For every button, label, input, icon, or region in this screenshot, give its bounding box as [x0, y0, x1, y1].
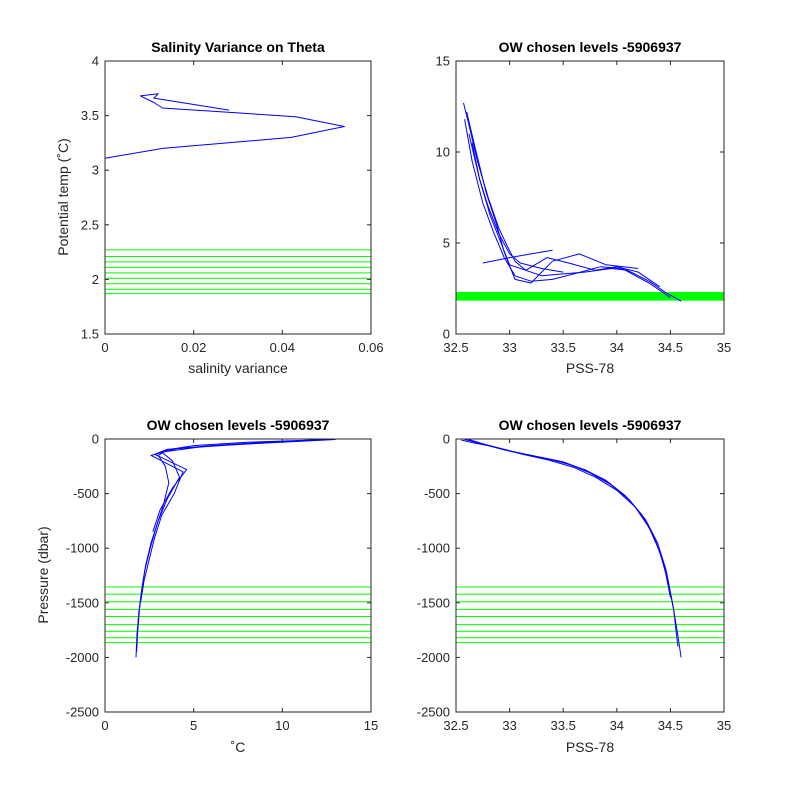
- panel-2-axes-box: [455, 60, 725, 335]
- panel-2-x-tick-label: 33: [502, 340, 516, 355]
- panel-1-x-tick-label: 0: [101, 340, 108, 355]
- panel-3-profile-line: [152, 439, 322, 532]
- panel-4-profile-line: [461, 439, 644, 518]
- panel-2-profile-line: [466, 111, 639, 284]
- panel-3-y-tick-label: -1500: [66, 595, 99, 610]
- panel-3-x-tick-label: 15: [364, 718, 378, 733]
- panel-4-axes-box: [455, 438, 725, 713]
- panel-2-title: OW chosen levels -5906937: [499, 39, 682, 55]
- panel-3-y-axis-label: Pressure (dbar): [35, 526, 51, 623]
- panel-3-y-tick-label: -500: [73, 486, 99, 501]
- panel-2-x-tick-label: 33.5: [551, 340, 576, 355]
- panel-4-y-tick-label: -1500: [417, 595, 450, 610]
- panel-4-y-tick-label: -2000: [417, 650, 450, 665]
- panel-4-x-tick-label: 34.5: [658, 718, 683, 733]
- panel-3-x-tick-label: 5: [190, 718, 197, 733]
- panel-3-y-tick-label: 0: [92, 432, 99, 447]
- panel-1-y-tick-label: 4: [92, 54, 99, 69]
- panel-2-y-tick-label: 5: [443, 236, 450, 251]
- panel-4-title: OW chosen levels -5906937: [499, 417, 682, 433]
- panel-pressure-temperature: OW chosen levels -5906937 0 5 10 15 -2500 -20…: [35, 417, 378, 755]
- panel-1-y-tick-label: 3.5: [81, 108, 99, 123]
- panel-4-x-tick-label: 32.5: [443, 718, 468, 733]
- panel-1-y-tick-label: 3: [92, 163, 99, 178]
- panel-1-x-axis-label: salinity variance: [188, 360, 288, 376]
- panel-1-x-tick-label: 0.02: [181, 340, 206, 355]
- panel-3-x-tick-label: 10: [275, 718, 289, 733]
- panel-2-x-tick-label: 32.5: [443, 340, 468, 355]
- panel-4-y-tick-label: -1000: [417, 541, 450, 556]
- panel-4-x-tick-label: 33: [502, 718, 516, 733]
- panel-4-x-tick-label: 35: [717, 718, 731, 733]
- panel-3-x-tick-label: 0: [101, 718, 108, 733]
- panel-3-plot-area: 0 5 10 15 -2500 -2000 -1500 -1000 -500 0: [66, 432, 378, 734]
- panel-salinity-variance: Salinity Variance on Theta 0 0.02 0.04 0.06…: [55, 39, 384, 376]
- panel-1-y-tick-label: 2: [92, 272, 99, 287]
- panel-2-x-axis-label: PSS-78: [566, 360, 614, 376]
- panel-3-profile-line: [140, 439, 336, 603]
- panel-pressure-salinity: OW chosen levels -5906937 32.5 33 33.5 34 34…: [417, 417, 731, 755]
- panel-1-plot-area: 0 0.02 0.04 0.06 1.5 2 2.5 3 3.5 4: [81, 54, 384, 356]
- panel-theta-salinity: OW chosen levels -5906937 32.5 33 33.5 34 34…: [436, 39, 732, 376]
- panel-3-x-axis-label: ˚C: [231, 739, 246, 755]
- panel-2-profile-line: [482, 249, 553, 264]
- panel-3-y-tick-label: -1000: [66, 541, 99, 556]
- panel-1-axes-box: [104, 60, 372, 335]
- panel-1-x-tick-label: 0.04: [270, 340, 295, 355]
- panel-1-y-tick-label: 1.5: [81, 327, 99, 342]
- panel-2-y-tick-label: 0: [443, 327, 450, 342]
- panel-3-y-tick-label: -2500: [66, 705, 99, 720]
- panel-2-plot-area: 32.5 33 33.5 34 34.5 35 0 5 10 15: [436, 54, 732, 356]
- panel-4-y-tick-label: 0: [443, 432, 450, 447]
- panel-2-x-tick-label: 34.5: [658, 340, 683, 355]
- panel-2-x-tick-label: 35: [717, 340, 731, 355]
- panel-1-y-axis-label: Potential temp (˚C): [55, 138, 71, 255]
- panel-4-y-tick-label: -2500: [417, 705, 450, 720]
- panel-3-title: OW chosen levels -5906937: [147, 417, 330, 433]
- panel-2-profile-line: [471, 142, 564, 273]
- panel-4-x-tick-label: 33.5: [551, 718, 576, 733]
- panel-1-title: Salinity Variance on Theta: [151, 39, 325, 55]
- panel-3-y-tick-label: -2000: [66, 650, 99, 665]
- panel-1-x-tick-label: 0.06: [358, 340, 383, 355]
- panel-4-y-tick-label: -500: [424, 486, 450, 501]
- panel-2-y-tick-label: 10: [436, 145, 450, 160]
- panel-4-x-axis-label: PSS-78: [566, 739, 614, 755]
- panel-2-profile-line: [468, 133, 660, 288]
- panel-2-x-tick-label: 34: [610, 340, 624, 355]
- panel-3-axes-box: [104, 438, 372, 713]
- panel-1-y-tick-label: 2.5: [81, 217, 99, 232]
- panel-2-y-tick-label: 15: [436, 54, 450, 69]
- panel-4-x-tick-label: 34: [610, 718, 624, 733]
